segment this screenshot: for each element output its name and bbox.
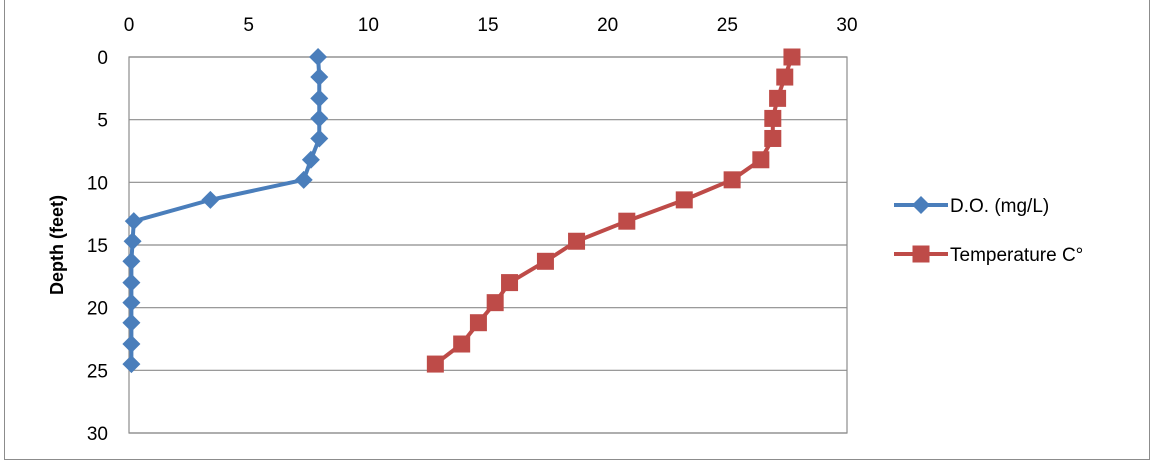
x-axis-ticks: 0 5 10 15 20 25 30 [124,15,858,36]
series-temperature [426,48,801,373]
legend-item: Temperature C° [894,245,1083,266]
data-point [310,129,329,148]
data-point [469,314,487,332]
legend: D.O. (mg/L) Temperature C° [894,196,1083,266]
data-point [122,252,141,271]
x-tick-label: 5 [243,15,254,36]
y-tick-label: 30 [87,424,108,445]
legend-label: D.O. (mg/L) [950,196,1049,217]
chart-frame [4,0,1150,460]
y-tick-label: 0 [97,48,108,69]
x-tick-label: 15 [477,15,498,36]
data-point [618,212,636,230]
series-line [129,56,322,365]
x-tick-label: 20 [597,15,618,36]
data-point [426,355,444,373]
data-point [310,109,329,128]
legend-item: D.O. (mg/L) [894,196,1049,217]
y-tick-label: 25 [87,361,108,382]
data-point [501,274,519,292]
y-axis-ticks: 0 5 10 15 20 25 30 [87,48,108,445]
legend-label: Temperature C° [950,245,1083,266]
data-point [122,355,141,374]
data-point [201,190,220,209]
data-point [122,293,141,312]
data-point [123,232,142,251]
grid-lines [129,56,847,434]
data-point [752,151,770,169]
data-point [764,129,782,147]
y-tick-label: 15 [87,236,108,257]
data-point [122,335,141,354]
y-axis-label: Depth (feet) [47,195,67,295]
y-tick-label: 20 [87,299,108,320]
data-point [769,89,787,107]
data-point [310,68,329,87]
data-point [122,273,141,292]
data-point [122,313,141,332]
data-point [309,48,328,66]
x-tick-label: 0 [124,15,135,36]
data-point [536,252,554,270]
data-point [783,48,801,66]
x-tick-label: 10 [358,15,379,36]
y-tick-label: 5 [97,111,108,132]
data-point [301,150,320,169]
data-point [764,109,782,127]
data-point [776,68,794,86]
series-dissolved-oxygen [122,48,329,374]
data-point [294,170,313,189]
data-point [453,335,471,353]
data-point [675,191,693,209]
x-tick-label: 25 [717,15,738,36]
data-point [310,89,329,108]
y-tick-label: 10 [87,173,108,194]
series-line [434,56,794,366]
series-layer [122,48,801,374]
legend-marker [912,245,930,263]
data-point [486,294,504,312]
data-point [723,171,741,189]
x-tick-label: 30 [836,15,857,36]
data-point [568,232,586,250]
data-point [124,212,143,231]
legend-marker [912,196,930,214]
